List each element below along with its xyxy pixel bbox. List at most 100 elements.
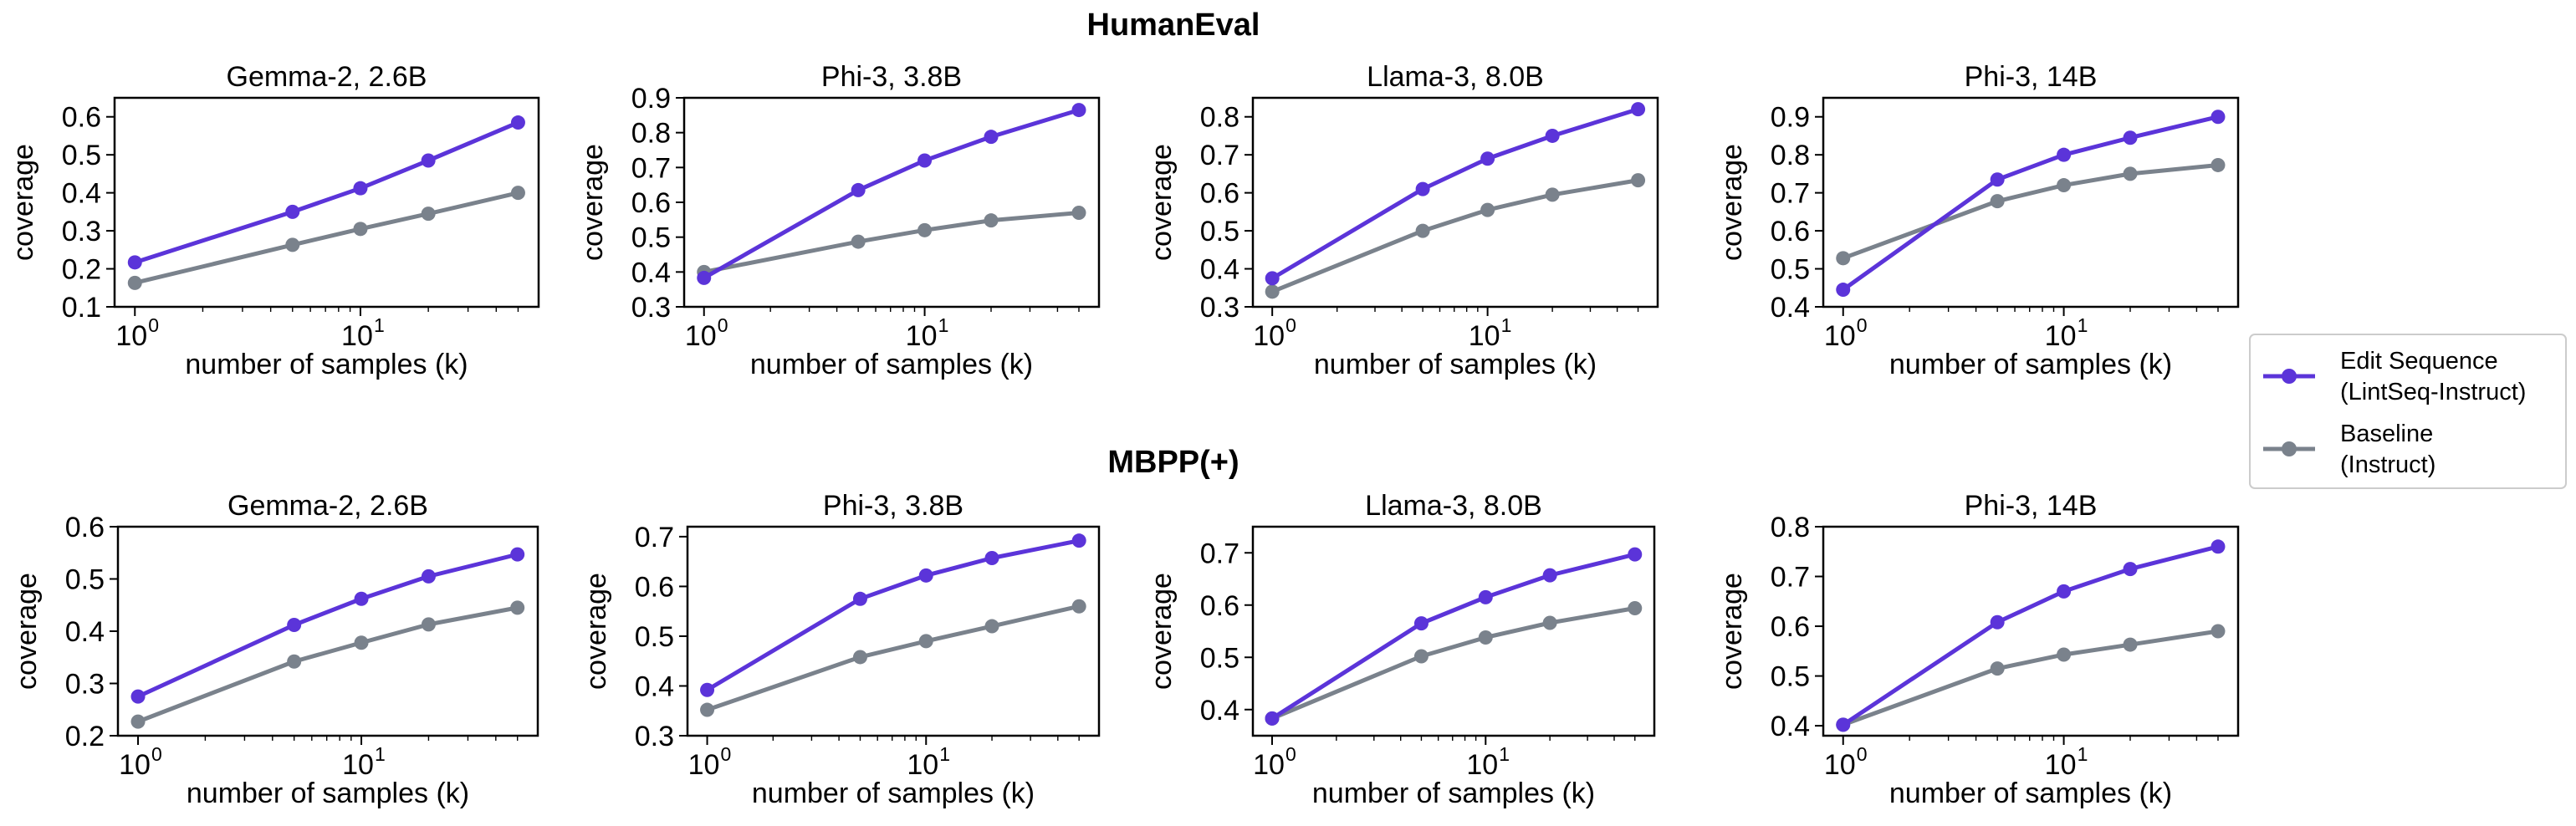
- y-axis-label: coverage: [8, 144, 39, 261]
- plot-frame: [113, 96, 540, 308]
- legend-frame: [2249, 334, 2567, 489]
- x-tick-label: 10: [907, 749, 938, 781]
- series-line-edit-sequence: [1270, 107, 1641, 281]
- y-axis-label: coverage: [11, 573, 43, 690]
- x-tick-label: 10: [1253, 320, 1285, 352]
- data-point-baseline: [2123, 637, 2138, 652]
- y-tick-label: 0.6: [635, 571, 674, 603]
- y-tick-label: 0.3: [631, 292, 671, 324]
- legend-label-baseline-2: (Instruct): [2340, 451, 2435, 478]
- data-point-edit-sequence: [510, 115, 525, 130]
- data-point-baseline: [127, 275, 142, 290]
- data-point-baseline: [851, 234, 866, 249]
- plot-frame: [1822, 96, 2240, 308]
- legend-label-edit-sequence-2: (LintSeq-Instruct): [2340, 379, 2526, 405]
- y-tick-label: 0.5: [1771, 254, 1810, 286]
- y-axis-label: coverage: [1716, 573, 1748, 690]
- x-tick-exponent: 1: [375, 743, 386, 765]
- x-tick-exponent: 0: [721, 743, 732, 765]
- data-point-edit-sequence: [2057, 584, 2072, 599]
- chart-panel-2: Phi-3, 3.8B0.30.40.50.60.70.80.910 0 10 1nu…: [577, 61, 1101, 380]
- x-tick-label: 10: [1253, 749, 1285, 781]
- x-tick-exponent: 0: [1285, 314, 1296, 336]
- data-point-edit-sequence: [285, 204, 300, 219]
- y-tick-label: 0.4: [1200, 695, 1239, 727]
- y-tick-label: 0.4: [1771, 711, 1810, 742]
- y-tick-label: 0.6: [1200, 590, 1239, 622]
- y-tick-label: 0.4: [631, 257, 671, 288]
- y-tick-label: 0.5: [1200, 642, 1239, 674]
- y-tick-label: 0.7: [635, 522, 674, 553]
- data-point-baseline: [1628, 601, 1643, 615]
- data-point-baseline: [2123, 166, 2138, 181]
- data-point-baseline: [2211, 157, 2226, 172]
- data-point-baseline: [287, 654, 302, 669]
- data-point-edit-sequence: [2123, 130, 2138, 145]
- y-tick-label: 0.5: [1771, 661, 1810, 693]
- series-line-edit-sequence: [702, 108, 1081, 280]
- series-line-baseline: [1270, 606, 1638, 721]
- data-point-edit-sequence: [918, 568, 933, 583]
- data-point-edit-sequence: [353, 181, 368, 196]
- x-tick-label: 10: [119, 749, 151, 781]
- y-tick-label: 0.4: [635, 670, 674, 702]
- chart-panel-5: Gemma-2, 2.6B0.20.30.40.50.610 0 10 1number…: [11, 490, 539, 809]
- y-tick-label: 0.3: [1200, 292, 1239, 324]
- data-point-baseline: [1542, 615, 1557, 630]
- data-point-edit-sequence: [917, 153, 933, 168]
- y-tick-label: 0.7: [1200, 538, 1239, 569]
- chart-panel-1: Gemma-2, 2.6B0.10.20.30.40.50.610 0 10 1num…: [8, 61, 540, 380]
- data-point-baseline: [353, 222, 368, 237]
- series-line-edit-sequence: [1841, 115, 2221, 293]
- series-line-edit-sequence: [132, 120, 520, 265]
- series-line-baseline: [1841, 629, 2221, 727]
- y-axis-label: coverage: [1146, 144, 1178, 261]
- data-point-baseline: [285, 237, 300, 252]
- data-point-baseline: [1478, 630, 1493, 645]
- data-point-edit-sequence: [1836, 717, 1851, 732]
- x-axis-label: number of samples (k): [750, 349, 1033, 380]
- data-point-baseline: [1990, 194, 2005, 209]
- x-tick-exponent: 0: [718, 314, 728, 336]
- data-point-baseline: [130, 714, 146, 729]
- data-point-edit-sequence: [984, 551, 999, 565]
- y-tick-label: 0.6: [631, 187, 671, 219]
- y-tick-label: 0.7: [631, 152, 671, 184]
- panel-title: Phi-3, 14B: [1965, 61, 2098, 93]
- y-tick-label: 0.5: [65, 564, 105, 596]
- plot-frame: [1251, 525, 1656, 737]
- y-tick-label: 0.9: [631, 83, 671, 115]
- x-tick-label: 10: [115, 320, 147, 352]
- y-axis-label: coverage: [577, 144, 609, 261]
- y-tick-label: 0.6: [1200, 178, 1239, 210]
- data-point-baseline: [1631, 173, 1646, 188]
- data-point-edit-sequence: [1413, 616, 1429, 631]
- y-tick-label: 0.5: [1200, 216, 1239, 247]
- x-tick-exponent: 1: [2078, 743, 2088, 765]
- x-tick-exponent: 0: [1857, 314, 1868, 336]
- data-point-baseline: [354, 635, 369, 650]
- row-title-mbpp: MBPP(+): [1107, 445, 1239, 480]
- y-tick-label: 0.6: [1771, 611, 1810, 643]
- y-tick-label: 0.7: [1200, 140, 1239, 171]
- data-point-edit-sequence: [354, 591, 369, 606]
- data-point-baseline: [984, 619, 999, 634]
- data-point-edit-sequence: [1415, 181, 1430, 196]
- plot-frame: [686, 525, 1101, 737]
- data-point-edit-sequence: [2057, 147, 2072, 162]
- y-axis-label: coverage: [1146, 573, 1178, 690]
- data-point-baseline: [2211, 624, 2226, 639]
- x-tick-exponent: 1: [939, 743, 950, 765]
- series-line-edit-sequence: [135, 552, 520, 699]
- x-axis-label: number of samples (k): [1314, 349, 1597, 380]
- x-tick-label: 10: [341, 320, 373, 352]
- y-tick-label: 0.8: [631, 118, 671, 150]
- x-tick-label: 10: [1824, 320, 1856, 352]
- data-point-edit-sequence: [697, 270, 712, 285]
- data-point-edit-sequence: [287, 618, 302, 632]
- x-tick-exponent: 1: [1499, 743, 1510, 765]
- data-point-edit-sequence: [1990, 614, 2005, 630]
